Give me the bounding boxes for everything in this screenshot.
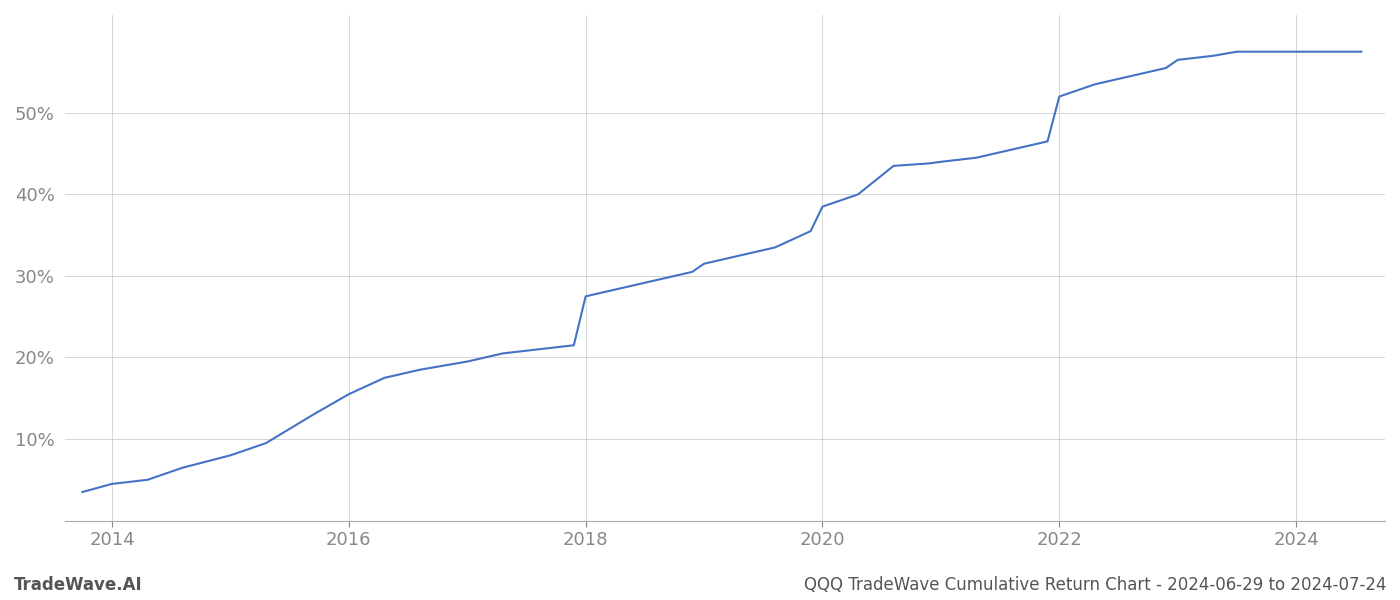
- Text: TradeWave.AI: TradeWave.AI: [14, 576, 143, 594]
- Text: QQQ TradeWave Cumulative Return Chart - 2024-06-29 to 2024-07-24: QQQ TradeWave Cumulative Return Chart - …: [804, 576, 1386, 594]
